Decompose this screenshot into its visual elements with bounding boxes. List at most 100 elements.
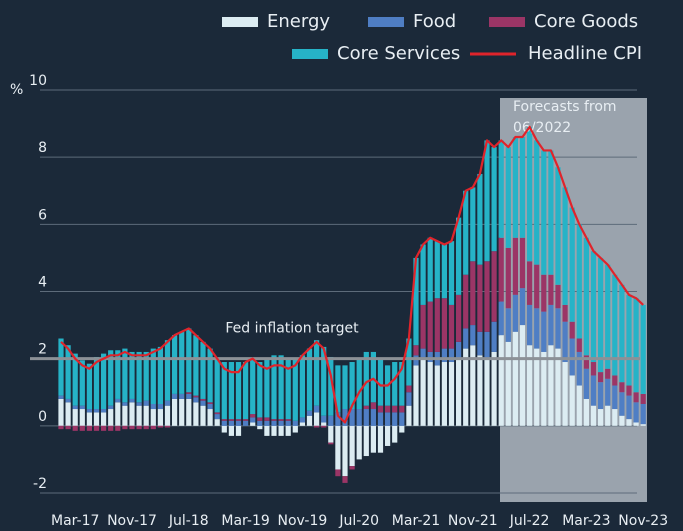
bar-segment: [576, 224, 582, 339]
bar-segment: [101, 412, 107, 426]
legend-label: Core Services: [337, 43, 460, 64]
bar-segment: [264, 358, 270, 418]
x-tick-label: Jul-18: [168, 513, 209, 529]
bar-segment: [193, 335, 199, 396]
bar-segment: [207, 403, 213, 410]
bar-segment: [413, 365, 419, 426]
bar-segment: [640, 304, 646, 394]
bar-segment: [484, 358, 490, 426]
bar-segment: [370, 351, 376, 403]
bar-segment: [477, 355, 483, 426]
bar-segment: [640, 424, 646, 426]
bar-segment: [214, 358, 220, 413]
bar-segment: [534, 264, 540, 309]
bar-segment: [278, 355, 284, 420]
bar-segment: [271, 425, 277, 436]
bar-segment: [278, 425, 284, 436]
bar-segment: [562, 187, 568, 305]
bar-segment: [122, 402, 128, 406]
x-tick-label: Nov-21: [448, 513, 498, 529]
bar-segment: [470, 325, 476, 346]
bar-segment: [79, 405, 85, 410]
bar-segment: [136, 425, 142, 430]
legend-swatch: [222, 17, 258, 27]
headline-line: [60, 125, 644, 424]
bar-segment: [235, 420, 242, 426]
bar-segment: [285, 420, 291, 426]
bar-segment: [413, 257, 419, 346]
bar-segment: [164, 405, 171, 426]
bar-segment: [150, 403, 156, 410]
bar-segment: [214, 414, 220, 420]
bar-segment: [491, 321, 497, 352]
bar-segment: [328, 442, 334, 445]
bar-segment: [406, 392, 412, 406]
bar-segment: [179, 398, 185, 426]
bar-segment: [477, 173, 483, 265]
bar-segment: [583, 355, 589, 369]
bar-segment: [598, 382, 604, 410]
bar-segment: [470, 187, 476, 262]
y-tick-label: 10: [29, 73, 47, 89]
bar-segment: [314, 340, 320, 406]
bar-segment: [527, 261, 533, 305]
bar-segment: [186, 328, 192, 393]
bar-segment: [541, 311, 547, 352]
bar-segment: [519, 325, 526, 426]
bar-segment: [200, 400, 206, 406]
bar-segment: [172, 393, 178, 399]
bar-segment: [108, 405, 114, 410]
bar-segment: [363, 425, 369, 457]
bar-segment: [321, 346, 327, 416]
x-tick-label: Jul-22: [509, 513, 550, 529]
bar-segment: [569, 375, 575, 426]
bar-segment: [420, 304, 426, 349]
bar-segment: [534, 140, 540, 265]
bar-segment: [463, 274, 469, 329]
bar-segment: [356, 409, 362, 426]
bar-segment: [590, 362, 597, 376]
bar-segment: [150, 409, 156, 426]
bar-segment: [93, 425, 100, 431]
x-tick-label: Nov-17: [107, 513, 157, 529]
legend-swatch: [368, 17, 404, 27]
bar-segment: [328, 425, 334, 443]
y-tick-label: 8: [38, 140, 47, 156]
bar-segment: [314, 412, 320, 426]
bar-segment: [392, 412, 398, 426]
bar-segment: [484, 140, 490, 262]
legend-label: Headline CPI: [528, 43, 642, 64]
bar-segment: [598, 257, 604, 373]
bar-segment: [555, 284, 561, 309]
bar-segment: [214, 412, 220, 415]
bar-segment: [122, 405, 128, 426]
bar-segment: [562, 362, 568, 426]
bar-segment: [86, 409, 92, 413]
bar-segment: [406, 385, 412, 393]
bar-segment: [228, 425, 234, 436]
bar-segment: [335, 412, 341, 426]
bar-segment: [342, 476, 348, 483]
bar-segment: [250, 422, 256, 426]
legend-label: Core Goods: [534, 11, 638, 32]
bar-segment: [377, 412, 384, 426]
bar-segment: [505, 147, 511, 248]
bar-segment: [150, 348, 156, 404]
bar-segment: [79, 425, 85, 431]
bar-segment: [534, 308, 540, 349]
bar-segment: [122, 425, 128, 430]
bar-segment: [612, 375, 618, 386]
bar-segment: [292, 420, 298, 426]
bar-segment: [243, 420, 249, 426]
y-tick-label: 6: [38, 207, 47, 223]
x-tick-label: Mar-23: [562, 513, 610, 529]
bar-segment: [569, 338, 575, 376]
bar-segment: [491, 147, 497, 252]
bar-segment: [129, 351, 135, 399]
bar-segment: [306, 410, 313, 416]
bar-segment: [257, 417, 263, 421]
bar-segment: [328, 415, 334, 426]
bar-segment: [527, 304, 533, 346]
bar-segment: [186, 393, 192, 399]
bar-segment: [58, 338, 64, 396]
